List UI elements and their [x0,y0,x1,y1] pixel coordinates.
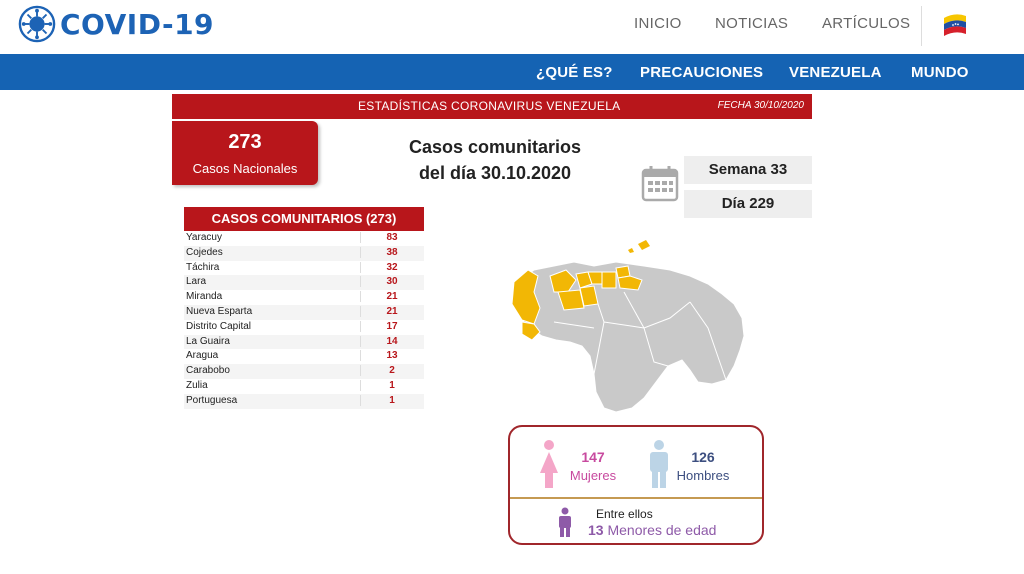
male-person-icon [650,440,668,488]
nav-divider [921,6,922,46]
community-cases-title: Casos comunitarios del día 30.10.2020 [392,134,598,186]
map-lara [549,269,577,293]
menores-line: 13 Menores de edad [588,522,716,538]
state-case-count: 1 [360,379,423,391]
virus-logo-icon [18,5,56,43]
national-cases-count: 273 [228,131,262,153]
state-name: Miranda [186,291,223,303]
mujeres-count: 147 [581,449,605,465]
state-name: La Guaira [186,335,230,347]
subnav-precauciones[interactable]: PRECAUCIONES [640,64,764,81]
secondary-nav: ¿QUÉ ES? PRECAUCIONES VENEZUELA MUNDO [0,54,1024,90]
table-row: Miranda 21 [184,290,424,305]
mujeres-label: Mujeres [569,468,617,483]
state-name: Táchira [186,261,220,273]
gender-divider [510,497,762,499]
gender-breakdown: 147 Mujeres 126 Hombres Entre ellos 13 M… [508,425,764,545]
map-zulia [511,269,541,325]
stat-header: ESTADÍSTICAS CORONAVIRUS VENEZUELA FECHA… [172,94,812,119]
dia-badge: Día 229 [684,190,812,218]
state-case-count: 14 [360,335,423,347]
state-case-count: 13 [360,350,423,362]
state-case-count: 30 [360,276,423,288]
hombres-count: 126 [691,449,715,465]
community-title-line1: Casos comunitarios [408,137,582,157]
state-name: Cojedes [186,246,223,258]
table-row: Táchira 32 [184,261,424,276]
subnav-que-es[interactable]: ¿QUÉ ES? [536,64,613,81]
table-row: Aragua 13 [184,349,424,364]
national-cases-box: 273 Casos Nacionales [172,121,318,185]
state-case-count: 2 [360,365,423,377]
state-name: Zulia [186,379,208,391]
semana-badge: Semana 33 [684,156,812,184]
subnav-mundo[interactable]: MUNDO [911,64,969,81]
state-name: Yaracuy [186,232,222,243]
map-nueva-esparta [638,240,650,250]
state-case-count: 17 [360,320,423,332]
table-row: Yaracuy 83 [184,231,424,246]
infographic: ESTADÍSTICAS CORONAVIRUS VENEZUELA FECHA… [172,94,814,564]
hombres-label: Hombres [676,468,730,483]
map-island-small [628,248,634,253]
child-icon [559,507,571,537]
state-case-count: 83 [360,232,423,243]
map-portuguesa [557,289,585,311]
table-row: Lara 30 [184,275,424,291]
table-row: Distrito Capital 17 [184,320,424,335]
state-case-count: 1 [360,394,423,406]
top-bar: COVID-19 INICIO NOTICIAS ARTÍCULOS [0,0,1024,54]
cases-rows: Yaracuy 83 Cojedes 38 Táchira 32 Lara 30 Miranda… [184,231,424,409]
nav-inicio[interactable]: INICIO [634,15,682,32]
state-name: Distrito Capital [186,320,252,332]
state-name: Portuguesa [186,394,238,406]
table-row: Cojedes 38 [184,245,424,261]
calendar-icon [641,166,679,202]
logo-text: COVID-19 [60,7,215,41]
table-row: Carabobo 2 [184,364,424,379]
menores-label: Menores de edad [607,522,717,538]
cases-table: CASOS COMUNITARIOS (273) Yaracuy 83 Cojede… [184,207,424,409]
state-case-count: 32 [360,261,423,273]
nav-noticias[interactable]: NOTICIAS [715,15,789,32]
menores-count: 13 [588,522,604,538]
state-name: Carabobo [186,365,230,377]
venezuela-map [511,240,745,413]
stat-header-date: FECHA 30/10/2020 [717,100,804,111]
table-row: Zulia 1 [184,379,424,394]
map-miranda [617,275,643,291]
table-row: La Guaira 14 [184,334,424,350]
community-title-line2: del día 30.10.2020 [418,163,572,183]
stat-header-title: ESTADÍSTICAS CORONAVIRUS VENEZUELA [358,99,621,113]
national-cases-label: Casos Nacionales [192,161,298,176]
cases-table-title: CASOS COMUNITARIOS (273) [184,207,424,231]
table-row: Nueva Esparta 21 [184,304,424,320]
state-name: Lara [186,276,207,288]
subnav-venezuela[interactable]: VENEZUELA [789,64,882,81]
state-case-count: 21 [360,291,423,303]
map-tachira [521,321,541,341]
nav-articulos[interactable]: ARTÍCULOS [822,15,911,32]
entre-ellos-label: Entre ellos [596,507,653,521]
state-name: Aragua [186,350,219,362]
state-case-count: 38 [360,246,423,258]
table-row: Portuguesa 1 [184,393,424,409]
top-nav: INICIO NOTICIAS ARTÍCULOS [0,15,1024,35]
site-logo[interactable]: COVID-19 [18,5,214,43]
venezuela-flag-icon[interactable] [941,12,969,38]
map-aragua [601,271,617,289]
female-person-icon [540,440,558,488]
state-case-count: 21 [360,305,423,317]
state-name: Nueva Esparta [186,305,253,317]
